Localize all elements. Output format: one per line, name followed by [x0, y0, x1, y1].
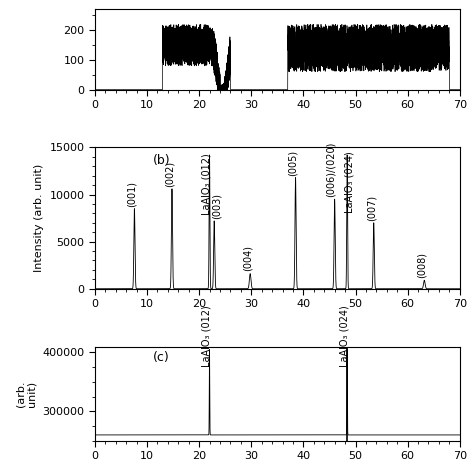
Text: (c): (c): [153, 351, 170, 365]
Text: (002): (002): [164, 161, 174, 187]
Text: (005): (005): [288, 150, 298, 176]
Text: LaAlO₃ (012): LaAlO₃ (012): [202, 305, 212, 366]
Text: LaAlO₃ (024): LaAlO₃ (024): [339, 305, 349, 366]
Text: (001): (001): [127, 181, 137, 207]
Text: LaAlO₃ (024): LaAlO₃ (024): [345, 152, 355, 213]
Text: LaAlO₃ (012): LaAlO₃ (012): [201, 154, 211, 215]
Text: (003): (003): [212, 193, 222, 219]
Text: (007): (007): [366, 195, 376, 221]
Text: (006)/(020): (006)/(020): [326, 142, 336, 197]
Text: (004): (004): [243, 245, 253, 271]
Text: (008): (008): [417, 252, 427, 278]
Y-axis label: Intensity (arb. unit): Intensity (arb. unit): [34, 164, 44, 272]
Text: (b): (b): [153, 155, 171, 167]
Y-axis label: (arb.
unit): (arb. unit): [15, 381, 36, 407]
